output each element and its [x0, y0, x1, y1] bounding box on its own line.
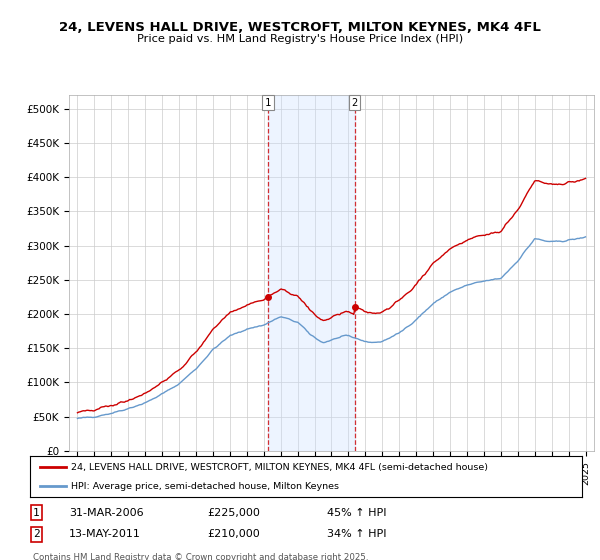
Text: 2: 2 — [33, 529, 40, 539]
Text: 24, LEVENS HALL DRIVE, WESTCROFT, MILTON KEYNES, MK4 4FL (semi-detached house): 24, LEVENS HALL DRIVE, WESTCROFT, MILTON… — [71, 463, 488, 472]
Text: 45% ↑ HPI: 45% ↑ HPI — [327, 508, 386, 518]
Text: £210,000: £210,000 — [207, 529, 260, 539]
Text: £225,000: £225,000 — [207, 508, 260, 518]
Text: 31-MAR-2006: 31-MAR-2006 — [69, 508, 143, 518]
Text: 2: 2 — [352, 97, 358, 108]
Text: 34% ↑ HPI: 34% ↑ HPI — [327, 529, 386, 539]
Text: Price paid vs. HM Land Registry's House Price Index (HPI): Price paid vs. HM Land Registry's House … — [137, 34, 463, 44]
Text: 13-MAY-2011: 13-MAY-2011 — [69, 529, 141, 539]
Text: 1: 1 — [265, 97, 271, 108]
Text: Contains HM Land Registry data © Crown copyright and database right 2025.
This d: Contains HM Land Registry data © Crown c… — [33, 553, 368, 560]
Bar — [268, 95, 355, 451]
Text: HPI: Average price, semi-detached house, Milton Keynes: HPI: Average price, semi-detached house,… — [71, 482, 340, 491]
Text: 24, LEVENS HALL DRIVE, WESTCROFT, MILTON KEYNES, MK4 4FL: 24, LEVENS HALL DRIVE, WESTCROFT, MILTON… — [59, 21, 541, 34]
Text: 1: 1 — [33, 508, 40, 518]
